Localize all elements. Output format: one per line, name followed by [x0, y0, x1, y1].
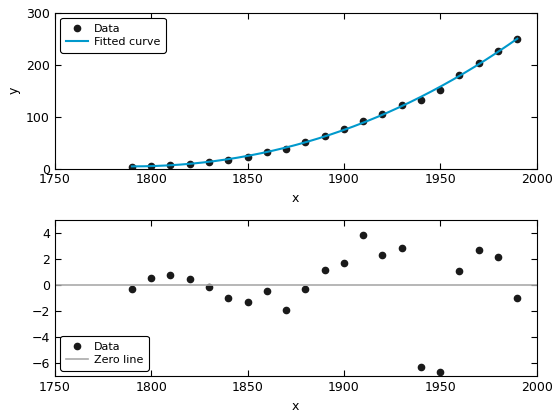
Data	[514, 37, 521, 42]
Legend: Data, Zero line: Data, Zero line	[60, 336, 148, 370]
Data	[456, 73, 463, 78]
Data	[263, 288, 270, 293]
Fitted curve	[128, 164, 135, 169]
X-axis label: x: x	[292, 192, 300, 205]
Data	[128, 287, 135, 292]
Data	[398, 102, 405, 107]
Data	[340, 126, 347, 131]
Data	[494, 255, 501, 260]
Fitted curve	[445, 80, 451, 85]
Data	[475, 247, 482, 252]
Data	[398, 246, 405, 251]
Data	[302, 140, 309, 145]
Data	[360, 118, 366, 123]
Y-axis label: y: y	[7, 87, 21, 94]
Data	[475, 60, 482, 66]
Line: Data: Data	[129, 232, 520, 375]
Line: Fitted curve: Fitted curve	[132, 39, 517, 166]
Data	[263, 150, 270, 155]
Fitted curve	[358, 121, 365, 126]
Data	[225, 296, 232, 301]
Fitted curve	[337, 129, 344, 134]
Fitted curve	[314, 136, 321, 141]
Data	[244, 299, 251, 304]
Data	[283, 308, 290, 313]
Line: Data: Data	[129, 36, 520, 170]
Data	[225, 157, 232, 162]
Data	[206, 285, 212, 290]
Fitted curve	[311, 137, 318, 142]
Data	[167, 272, 174, 277]
Data	[128, 164, 135, 169]
Data	[302, 286, 309, 291]
Fitted curve	[514, 36, 521, 41]
Data	[379, 252, 386, 257]
Data	[244, 154, 251, 159]
Data	[494, 48, 501, 53]
Data	[418, 364, 424, 369]
Data	[186, 161, 193, 166]
Data	[437, 370, 444, 375]
Data	[206, 159, 212, 164]
Data	[148, 276, 155, 281]
Data	[456, 269, 463, 274]
X-axis label: x: x	[292, 399, 300, 412]
Data	[148, 163, 155, 168]
Data	[437, 88, 444, 93]
Data	[283, 146, 290, 151]
Data	[418, 97, 424, 102]
Data	[379, 111, 386, 116]
Data	[321, 133, 328, 138]
Data	[514, 296, 521, 301]
Fitted curve	[505, 42, 511, 47]
Data	[340, 260, 347, 265]
Data	[321, 268, 328, 273]
Data	[167, 162, 174, 167]
Data	[360, 233, 366, 238]
Data	[186, 277, 193, 282]
Legend: Data, Fitted curve: Data, Fitted curve	[60, 18, 166, 52]
